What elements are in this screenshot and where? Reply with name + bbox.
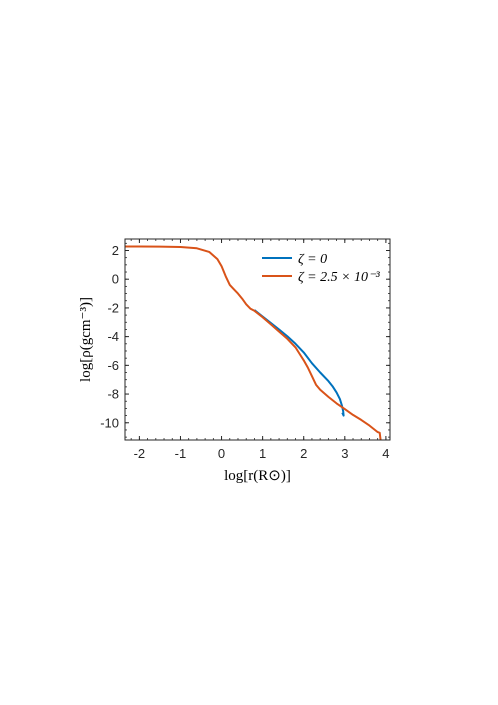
ticks-layer: -2 -1 0 1 2 3 420-2-4-6-8-10 — [100, 239, 390, 461]
y-tick-label: -6 — [107, 358, 119, 373]
x-tick-label: 3 — [341, 446, 348, 461]
series-line-1 — [253, 309, 345, 417]
x-axis-label: log[r(R⊙)] — [224, 468, 291, 484]
x-tick-label: -2 — [134, 446, 146, 461]
legend-label-1: ζ = 0 — [298, 252, 327, 267]
axes-box — [124, 238, 391, 441]
x-tick-label: 0 — [218, 446, 225, 461]
y-tick-label: 2 — [112, 243, 119, 258]
legend: ζ = 0 ζ = 2.5 × 10⁻³ — [262, 252, 380, 285]
y-tick-label: -2 — [107, 300, 119, 315]
y-tick-label: -8 — [107, 387, 119, 402]
y-axis-label: log[ρ(gcm⁻³)] — [78, 297, 94, 382]
plot-area: -2 -1 0 1 2 3 420-2-4-6-8-10 — [100, 238, 391, 461]
x-tick-label: 2 — [300, 446, 307, 461]
y-tick-label: 0 — [112, 272, 119, 287]
y-tick-label: -4 — [107, 329, 119, 344]
series-line-2 — [125, 245, 382, 441]
x-tick-label: 1 — [259, 446, 266, 461]
x-tick-label: 4 — [382, 446, 389, 461]
legend-label-2: ζ = 2.5 × 10⁻³ — [298, 270, 380, 285]
series-layer — [125, 245, 382, 441]
x-tick-label: -1 — [175, 446, 187, 461]
y-tick-label: -10 — [100, 415, 119, 430]
